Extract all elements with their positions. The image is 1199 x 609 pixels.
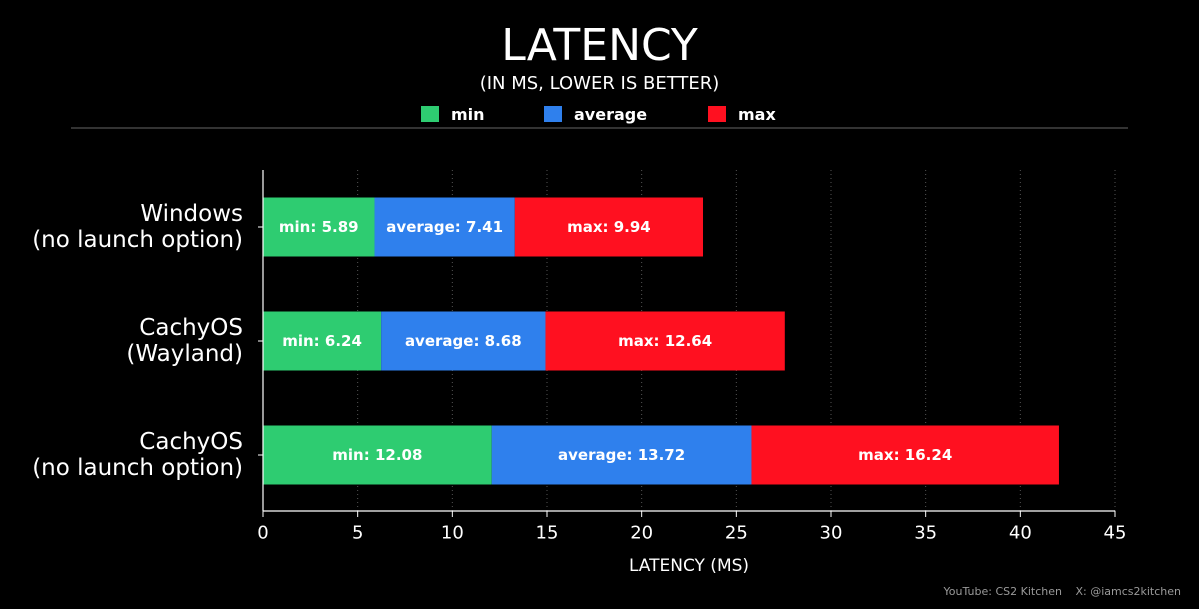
- watermark-x: X: @iamcs2kitchen: [1075, 585, 1181, 598]
- legend-swatch-min: [421, 106, 439, 122]
- x-tick-label: 0: [257, 523, 268, 544]
- category-label: CachyOS: [139, 315, 243, 341]
- watermark: YouTube: CS2 Kitchen X: @iamcs2kitchen: [944, 585, 1181, 598]
- x-tick-label: 10: [441, 523, 464, 544]
- bar-max: [514, 197, 704, 257]
- x-tick-label: 5: [352, 523, 363, 544]
- bar-average: [374, 197, 515, 257]
- x-axis-title: LATENCY (MS): [629, 556, 749, 576]
- x-tick-label: 20: [630, 523, 653, 544]
- legend-item-max: max: [708, 102, 776, 126]
- legend-swatch-average: [544, 106, 562, 122]
- bar-average: [491, 425, 752, 485]
- bar-max: [751, 425, 1059, 485]
- legend-item-min: min: [421, 102, 485, 126]
- legend-label-average: average: [574, 104, 648, 124]
- bar-label-max: max: 16.24: [858, 446, 952, 464]
- legend-label-min: min: [451, 104, 485, 124]
- x-tick-label: 30: [820, 523, 843, 544]
- legend-item-average: average: [544, 102, 647, 126]
- legend: min average max: [0, 102, 1199, 126]
- category-label: CachyOS: [139, 429, 243, 455]
- legend-label-max: max: [738, 104, 776, 124]
- bar-label-min: min: 12.08: [332, 446, 422, 464]
- watermark-youtube: YouTube: CS2 Kitchen: [943, 585, 1062, 598]
- bar-label-max: max: 9.94: [567, 218, 651, 236]
- x-tick-label: 35: [914, 523, 937, 544]
- legend-swatch-max: [708, 106, 726, 122]
- bar-max: [545, 311, 785, 371]
- bar-label-average: average: 7.41: [386, 218, 503, 236]
- category-label: (Wayland): [126, 341, 243, 367]
- x-tick-label: 40: [1009, 523, 1032, 544]
- category-label: (no launch option): [32, 227, 243, 253]
- bar-min: [263, 197, 375, 257]
- category-label: (no launch option): [32, 455, 243, 481]
- bar-label-average: average: 13.72: [558, 446, 685, 464]
- bar-label-min: min: 6.24: [282, 332, 362, 350]
- x-tick-label: 15: [536, 523, 559, 544]
- bar-label-average: average: 8.68: [405, 332, 522, 350]
- x-tick-label: 45: [1104, 523, 1127, 544]
- bar-min: [263, 311, 382, 371]
- header-divider: [71, 127, 1128, 129]
- bar-label-max: max: 12.64: [618, 332, 712, 350]
- chart-title: LATENCY: [501, 20, 698, 71]
- bar-label-min: min: 5.89: [279, 218, 359, 236]
- x-tick-label: 25: [725, 523, 748, 544]
- chart-subtitle: (IN MS, LOWER IS BETTER): [479, 73, 720, 94]
- bar-min: [263, 425, 492, 485]
- bar-average: [381, 311, 546, 371]
- category-label: Windows: [140, 201, 243, 227]
